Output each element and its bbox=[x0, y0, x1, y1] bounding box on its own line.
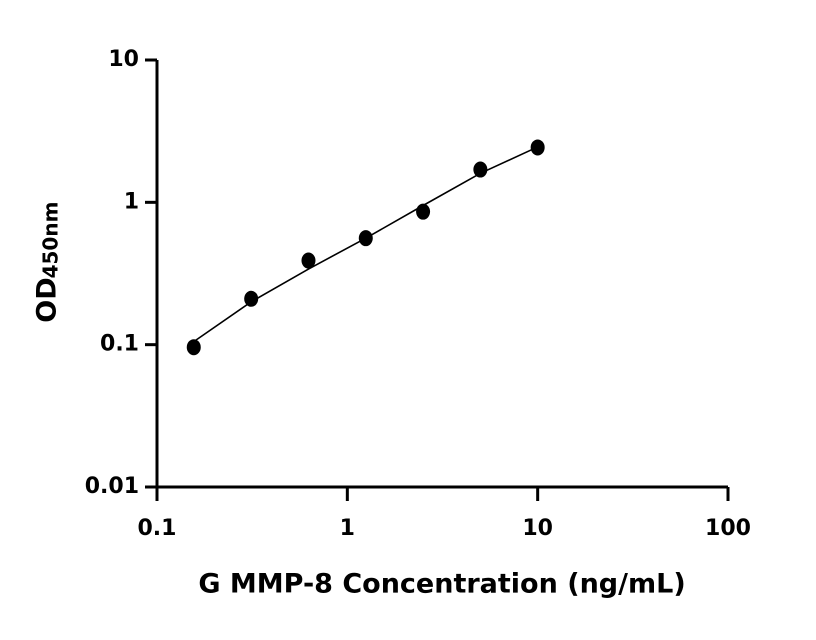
y-tick-label: 10 bbox=[108, 47, 139, 72]
x-axis-title: G MMP-8 Concentration (ng/mL) bbox=[198, 569, 685, 600]
y-tick-label: 0.01 bbox=[85, 474, 139, 499]
data-point bbox=[473, 161, 488, 178]
data-point bbox=[301, 252, 316, 269]
x-tick-label: 10 bbox=[522, 516, 553, 541]
data-point bbox=[244, 290, 259, 307]
data-point bbox=[186, 339, 201, 356]
x-tick-label: 100 bbox=[705, 516, 751, 541]
x-tick-label: 0.1 bbox=[138, 516, 177, 541]
y-tick-label: 0.1 bbox=[100, 332, 139, 357]
y-tick-label: 1 bbox=[124, 189, 139, 214]
y-axis-subscript: 450nm bbox=[39, 202, 63, 279]
data-point bbox=[530, 139, 545, 156]
x-tick-label: 1 bbox=[340, 516, 355, 541]
data-point bbox=[416, 203, 431, 220]
y-axis-title: OD bbox=[32, 277, 63, 322]
data-point bbox=[358, 230, 373, 247]
